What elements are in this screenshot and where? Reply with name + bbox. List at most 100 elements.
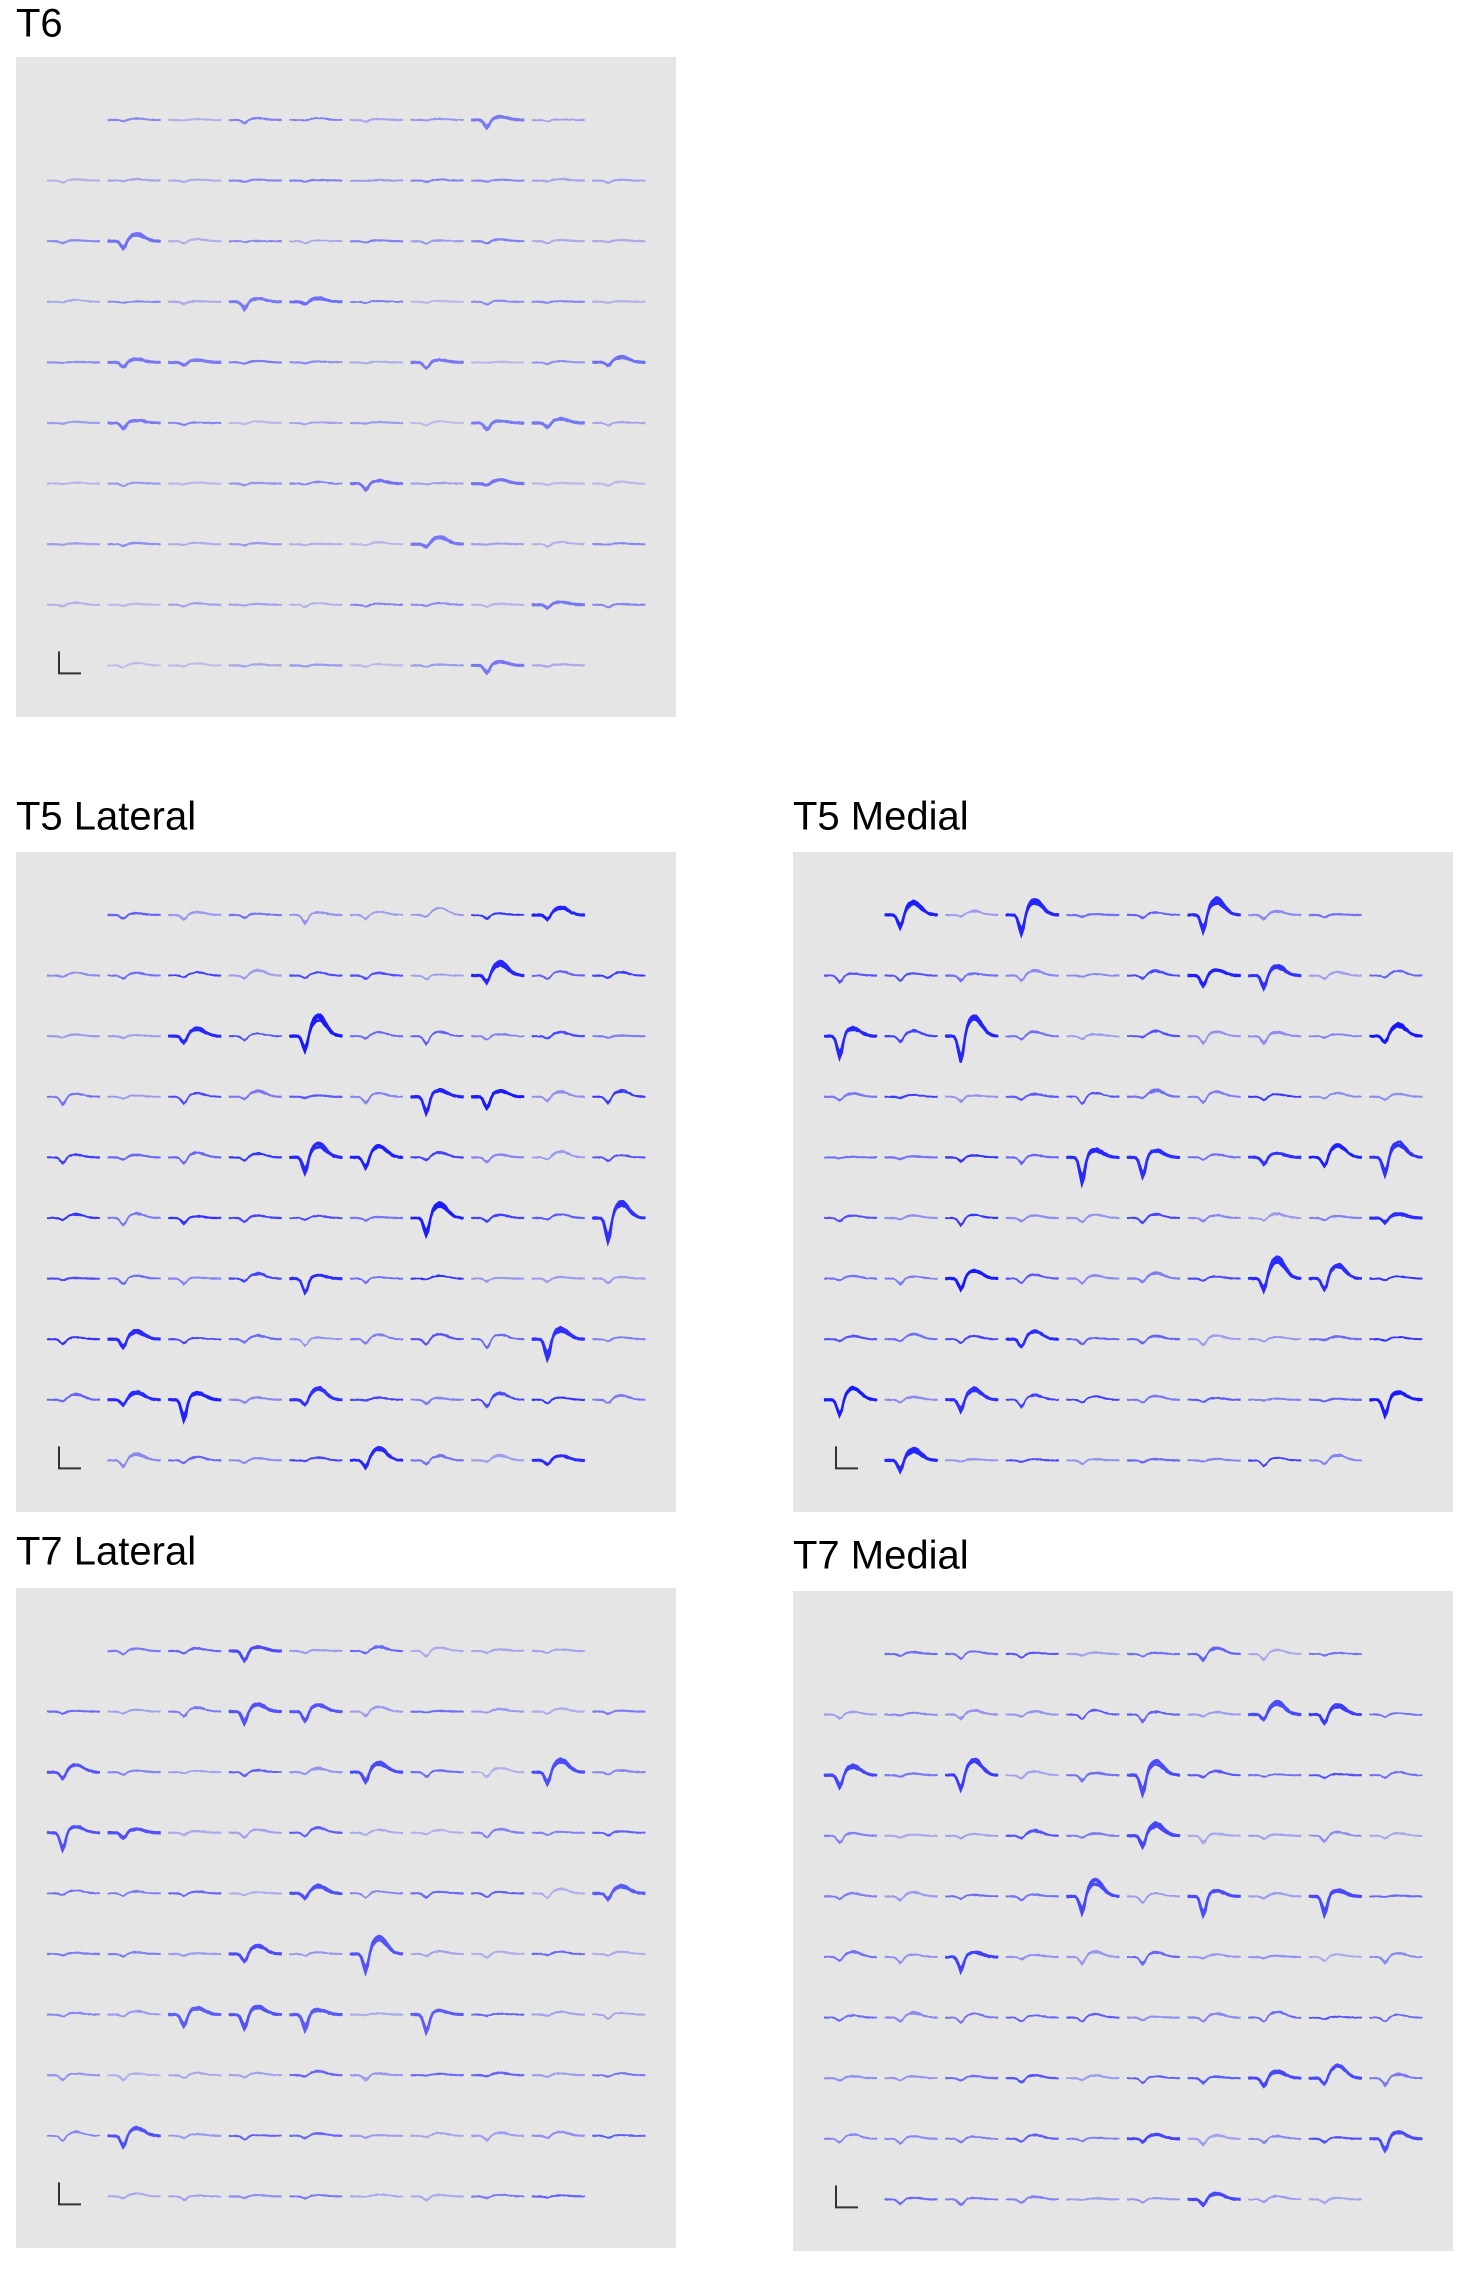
waveform <box>945 1334 999 1345</box>
waveform <box>823 1831 878 1845</box>
waveform <box>1308 970 1363 981</box>
waveform <box>107 418 161 431</box>
waveform <box>410 2072 464 2077</box>
waveform <box>823 1891 878 1901</box>
waveform <box>1005 968 1060 983</box>
waveform <box>167 970 222 979</box>
waveform <box>1247 1891 1302 1900</box>
waveform <box>1065 1877 1120 1918</box>
waveform <box>168 2071 222 2080</box>
waveform <box>470 1890 525 1899</box>
waveform <box>167 910 222 922</box>
waveform <box>410 1396 464 1406</box>
waveform <box>107 541 161 548</box>
waveform <box>470 959 525 986</box>
waveform <box>1005 1029 1060 1041</box>
waveform <box>349 2071 404 2082</box>
waveform <box>228 1271 283 1283</box>
waveform <box>107 661 161 669</box>
waveform <box>1066 912 1120 919</box>
panel-background <box>16 1588 676 2248</box>
waveform <box>410 1709 464 1714</box>
waveform <box>167 541 222 547</box>
waveform <box>1187 1457 1241 1463</box>
waveform <box>1066 1032 1120 1041</box>
waveform <box>944 909 999 918</box>
waveform <box>592 1829 646 1837</box>
waveform <box>823 2013 878 2022</box>
waveform <box>531 1950 586 1957</box>
waveform <box>410 2131 464 2139</box>
waveform <box>349 420 404 425</box>
waveform <box>944 1014 999 1064</box>
waveform <box>1066 1213 1120 1224</box>
waveform <box>1308 912 1363 919</box>
waveform <box>1247 1093 1302 1102</box>
waveform <box>592 1709 646 1716</box>
waveform <box>1066 2136 1120 2143</box>
waveform <box>884 899 938 932</box>
waveform <box>410 1200 464 1240</box>
waveform <box>349 1030 404 1040</box>
waveform <box>168 1336 222 1345</box>
waveform <box>289 971 343 980</box>
waveform <box>107 971 161 981</box>
waveform <box>107 1647 161 1656</box>
waveform <box>592 2071 646 2079</box>
scale-bar <box>835 2185 858 2209</box>
waveform <box>349 1091 404 1105</box>
waveform <box>531 2130 585 2140</box>
waveform <box>349 1275 404 1285</box>
waveform <box>531 600 586 611</box>
waveform <box>107 2072 161 2082</box>
waveform <box>944 2135 999 2144</box>
waveform <box>531 1325 586 1364</box>
waveform <box>531 905 586 923</box>
waveform <box>1308 2196 1363 2205</box>
waveform <box>1308 1214 1363 1222</box>
waveform <box>289 1336 343 1348</box>
waveform <box>471 1950 525 1960</box>
waveform <box>410 1949 464 1958</box>
waveform <box>46 298 101 304</box>
waveform <box>289 1766 343 1776</box>
waveform <box>592 1154 646 1163</box>
waveform <box>1247 1151 1302 1167</box>
waveform <box>349 178 404 183</box>
waveform <box>107 1033 161 1040</box>
waveform <box>884 1890 938 1902</box>
waveform <box>1369 1140 1423 1180</box>
waveform <box>531 299 585 304</box>
waveform <box>531 1275 585 1284</box>
waveform <box>823 1214 878 1223</box>
waveform <box>1247 2194 1302 2204</box>
waveform <box>1005 1214 1060 1223</box>
waveform <box>1308 1334 1362 1342</box>
waveform <box>1369 2130 1423 2154</box>
waveform <box>1187 2075 1241 2086</box>
waveform <box>167 237 222 245</box>
waveform <box>46 1336 101 1346</box>
waveform <box>228 662 283 668</box>
waveform <box>592 2011 646 2021</box>
waveform <box>349 1705 404 1718</box>
waveform <box>107 481 161 488</box>
waveform <box>944 1268 999 1293</box>
waveform <box>1308 1830 1363 1844</box>
waveform <box>289 1883 343 1901</box>
waveform <box>470 1088 525 1112</box>
waveform <box>1005 1953 1060 1961</box>
waveform <box>228 541 283 547</box>
waveform <box>591 1199 646 1247</box>
waveform <box>107 1452 161 1469</box>
waveform <box>1187 1090 1241 1105</box>
waveform <box>944 1154 999 1164</box>
waveform <box>167 178 222 184</box>
waveform <box>1126 1394 1181 1404</box>
waveform <box>46 420 101 426</box>
waveform <box>944 1094 999 1104</box>
waveform <box>167 1829 222 1837</box>
waveform <box>1187 1275 1241 1283</box>
waveform <box>1247 1456 1302 1468</box>
waveform <box>1066 1336 1120 1346</box>
